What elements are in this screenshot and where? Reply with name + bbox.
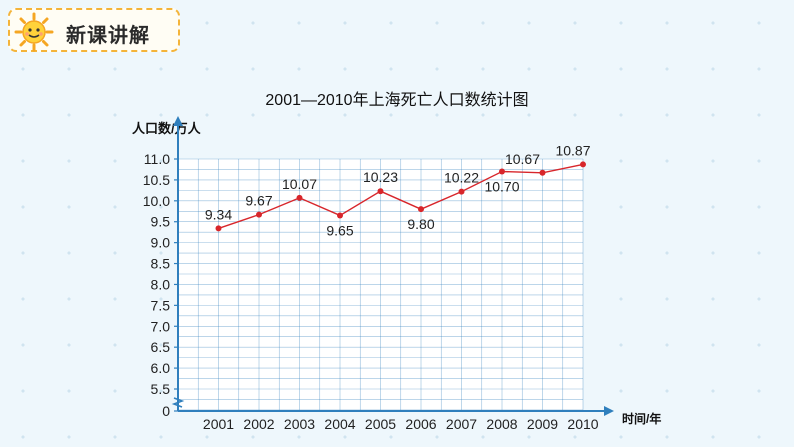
y-tick-label: 5.5 <box>151 381 171 397</box>
data-point <box>580 161 586 168</box>
data-point <box>499 168 505 175</box>
y-tick-label: 9.5 <box>151 214 171 230</box>
data-point <box>418 206 424 213</box>
x-tick-label: 2001 <box>203 416 234 432</box>
y-tick-label: 7.5 <box>151 297 171 313</box>
y-axis-label: 人口数/万人 <box>132 121 201 136</box>
x-tick-label: 2004 <box>324 416 355 432</box>
x-tick-label: 2002 <box>243 416 274 432</box>
y-tick-label: 11.0 <box>144 151 170 167</box>
x-tick-label: 2006 <box>405 416 436 432</box>
section-title: 新课讲解 <box>66 25 150 47</box>
data-point <box>377 188 384 195</box>
sun-icon <box>14 12 54 52</box>
y-tick-label: 7.0 <box>151 318 171 334</box>
section-header-badge: 新课讲解 <box>8 8 180 52</box>
x-tick-label: 2007 <box>446 416 477 432</box>
x-axis-label: 时间/年 <box>622 412 662 426</box>
data-label: 10.22 <box>444 170 479 186</box>
data-label: 9.67 <box>245 193 272 209</box>
y-tick-label: 6.5 <box>151 339 171 355</box>
series-line <box>218 163 584 230</box>
x-axis-arrow-icon <box>604 406 614 416</box>
chart-title: 2001—2010年上海死亡人口数统计图 <box>265 92 529 109</box>
data-point <box>296 194 303 201</box>
data-label: 10.07 <box>282 176 317 192</box>
data-point <box>215 225 222 232</box>
x-tick-label: 2009 <box>527 416 558 432</box>
y-tick-label: 8.0 <box>151 276 171 292</box>
y-axis-arrow-icon <box>173 116 183 126</box>
y-tick-label: 10.5 <box>143 172 170 188</box>
data-label: 9.80 <box>407 216 434 232</box>
x-tick-label: 2008 <box>486 416 517 432</box>
y-tick-label: 10.0 <box>143 193 170 209</box>
data-label: 10.70 <box>484 179 519 195</box>
y-tick-label: 9.0 <box>151 235 171 251</box>
data-point <box>256 211 262 218</box>
data-point <box>337 212 343 219</box>
y-tick-label: 8.5 <box>151 256 171 272</box>
data-label: 10.23 <box>363 169 398 185</box>
y-tick-label: 0 <box>162 403 170 419</box>
x-tick-label: 2005 <box>365 416 396 432</box>
x-tick-label: 2010 <box>567 416 598 432</box>
data-label: 9.65 <box>326 222 353 238</box>
data-label: 9.34 <box>205 206 232 222</box>
data-label: 10.87 <box>555 142 590 158</box>
data-label: 10.67 <box>505 151 540 167</box>
data-point <box>539 169 546 176</box>
x-tick-label: 2003 <box>284 416 315 432</box>
data-point <box>458 188 465 195</box>
axis-break-icon <box>171 397 185 408</box>
y-tick-label: 6.0 <box>151 360 171 376</box>
